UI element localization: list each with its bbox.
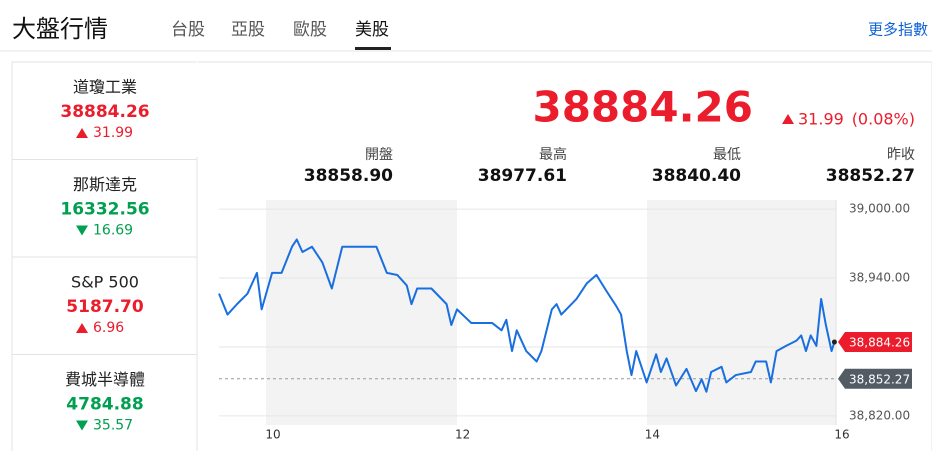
index-price: 16332.56 [60,200,149,220]
index-item[interactable] [11,159,198,258]
session-band [647,200,836,425]
x-tick-label: 16 [834,428,849,442]
stat-label: 昨收 [887,147,915,163]
arrow-up [76,323,88,333]
stat-value: 38840.40 [652,166,741,186]
tab[interactable]: 亞股 [231,20,265,40]
x-tick-label: 10 [265,428,280,442]
stat-value: 38852.27 [826,166,915,186]
stat-value: 38977.61 [478,166,567,186]
index-price: 4784.88 [66,395,143,415]
last-point [831,339,837,345]
index-price: 5187.70 [66,297,144,317]
index-item[interactable] [11,61,198,160]
quote-change-pct: (0.08%) [852,110,915,129]
more-link[interactable]: 更多指數 [868,21,928,39]
current-price-flag [838,332,912,353]
page-title: 大盤行情 [12,15,108,43]
stat-label: 開盤 [365,147,393,163]
index-item[interactable] [11,256,198,355]
index-change: 16.69 [93,223,133,239]
arrow-up [76,128,88,138]
y-tick-label: 38,940.00 [849,271,910,285]
y-tick-label: 39,000.00 [849,202,910,216]
quote-price: 38884.26 [532,83,753,132]
price-line [218,238,836,393]
index-name: 那斯達克 [73,175,137,194]
quote-change: 31.99 [798,110,844,129]
index-name: 費城半導體 [65,370,145,389]
tab[interactable]: 歐股 [293,20,327,40]
arrow-up [782,114,794,124]
current-price-label: 38,884.26 [849,336,910,350]
index-item[interactable] [11,354,198,451]
arrow-down [76,420,88,431]
x-tick-label: 12 [455,428,470,442]
index-change: 6.96 [93,320,124,336]
arrow-down [76,225,88,236]
previous-close-label: 38,852.27 [849,372,910,386]
y-tick-label: 38,820.00 [849,408,910,422]
index-change: 35.57 [93,418,133,434]
stat-label: 最低 [713,147,741,163]
session-band [266,200,457,425]
index-price: 38884.26 [60,102,149,122]
previous-close-flag [838,368,912,389]
tab[interactable]: 台股 [171,20,205,40]
index-change: 31.99 [93,125,133,141]
stat-value: 38858.90 [304,166,393,186]
stat-label: 最高 [539,146,567,163]
tab[interactable]: 美股 [355,20,389,40]
index-name: S&P 500 [71,273,139,292]
index-name: 道瓊工業 [73,78,137,97]
x-tick-label: 14 [645,428,660,442]
tab-underline [355,47,391,50]
